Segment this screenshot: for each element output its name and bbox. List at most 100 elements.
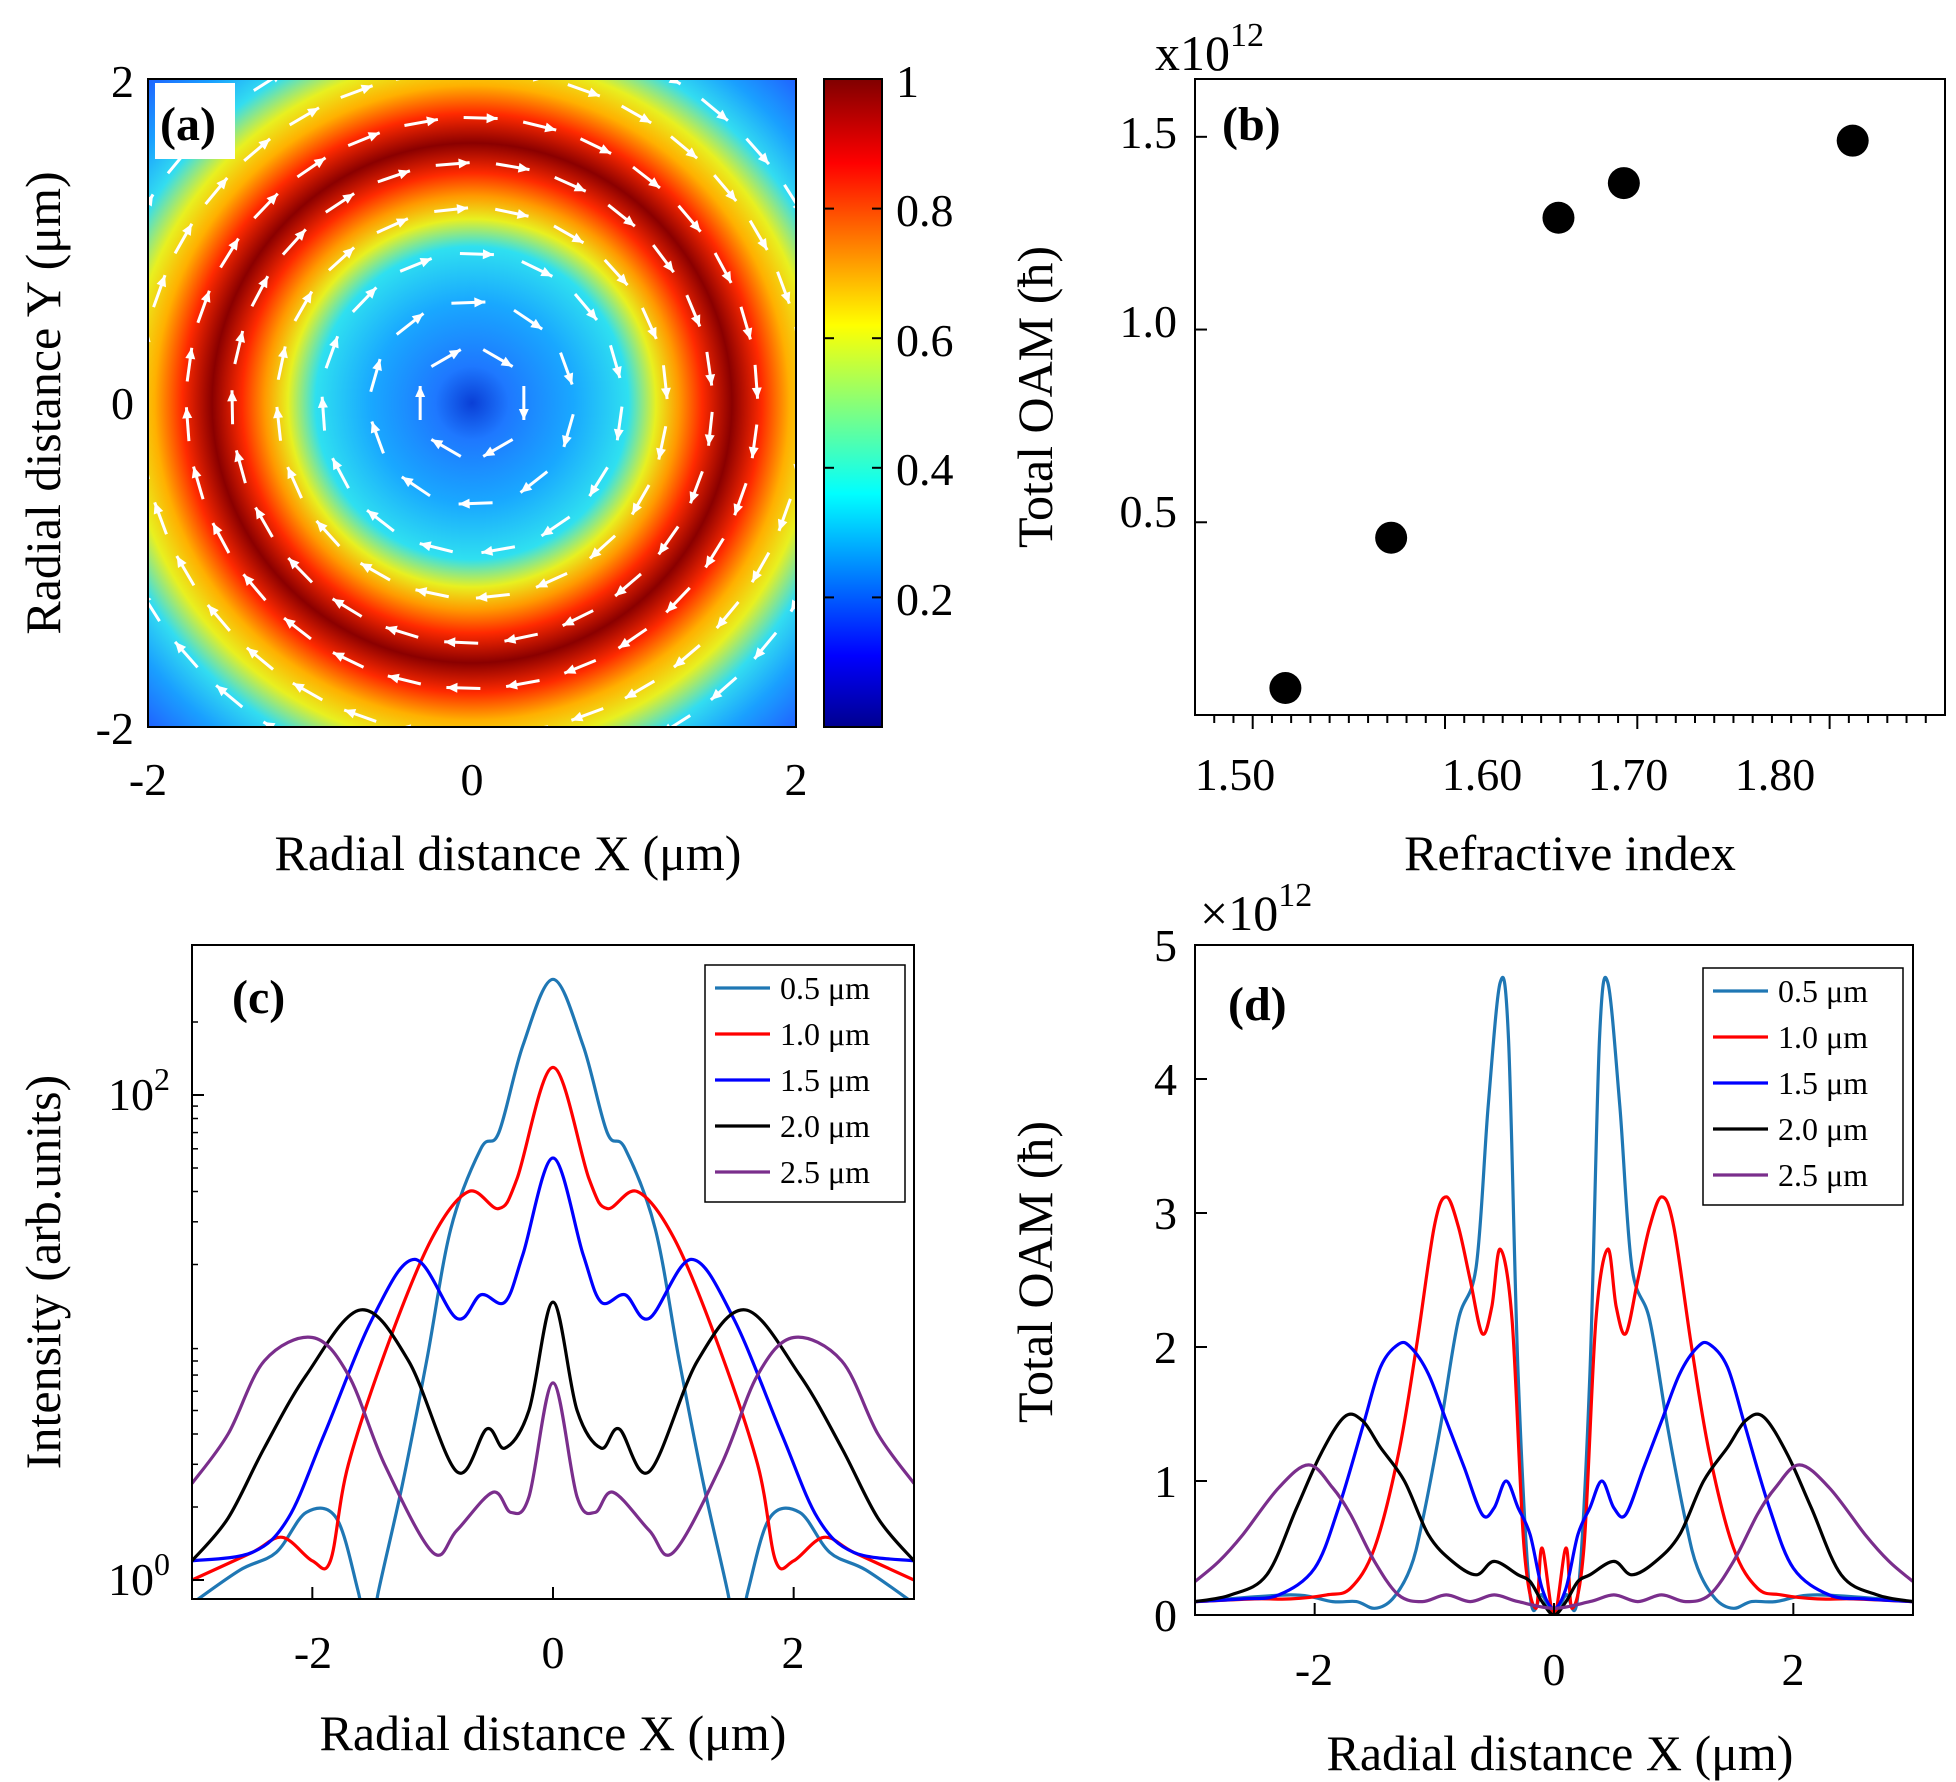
c-legend-entry: 1.0 μm — [780, 1016, 870, 1052]
b-data-point — [1836, 124, 1869, 157]
flow-arrow-head — [294, 229, 306, 241]
flow-arrow-shaft — [538, 79, 545, 80]
flow-arrow-head — [689, 220, 701, 232]
flow-arrow-head — [228, 238, 239, 251]
flow-arrow-head — [216, 177, 228, 190]
flow-arrow-shaft — [148, 600, 161, 623]
flow-arrow-head — [116, 538, 125, 550]
flow-arrow-shaft — [399, 726, 406, 727]
a-xtick: 0 — [461, 754, 484, 805]
b-xtick: 1.70 — [1588, 749, 1669, 800]
d-exponent: ×1012 — [1200, 877, 1312, 941]
flow-arrow-head — [520, 481, 533, 493]
flow-arrow-head — [185, 347, 196, 360]
flow-arrow-head — [365, 287, 377, 299]
flow-arrow-head — [302, 291, 312, 304]
flow-arrow-head — [148, 194, 154, 207]
d-legend-lines — [1713, 989, 1768, 1177]
flow-arrow-head — [456, 204, 469, 215]
flow-arrow-head — [656, 447, 666, 460]
b-xtick: 1.60 — [1442, 749, 1523, 800]
flow-arrow-head — [235, 330, 246, 343]
flow-arrow-head — [571, 711, 584, 722]
flow-arrow-head — [306, 107, 320, 118]
flow-arrow-head — [599, 144, 612, 154]
a-ylabel: Radial distance Y (μm) — [15, 171, 71, 634]
flow-arrow-head — [182, 223, 192, 236]
flow-arrow-head — [474, 297, 486, 308]
flow-arrow-head — [367, 132, 380, 142]
flow-arrow-head — [518, 409, 529, 420]
c-ytick: 102 — [108, 1061, 170, 1120]
flow-arrow-head — [367, 510, 379, 521]
d-series-line — [1195, 1340, 1913, 1610]
a-xtick: -2 — [129, 754, 167, 805]
c-legend-entry: 2.0 μm — [780, 1108, 870, 1144]
flow-arrow-head — [639, 113, 652, 123]
flow-arrow-head — [780, 291, 791, 304]
flow-arrow-head — [182, 407, 193, 419]
flow-arrow-head — [544, 122, 557, 133]
c-legend-entry: 1.5 μm — [780, 1062, 870, 1098]
flow-arrow-head — [448, 349, 461, 360]
flow-arrow-head — [616, 273, 628, 286]
flow-arrow-head — [316, 750, 328, 759]
panel-b-label: (b) — [1222, 98, 1281, 151]
flow-arrow-head — [370, 421, 381, 434]
flow-arrow-head — [426, 116, 438, 127]
flow-arrow-head — [504, 634, 517, 644]
flow-arrow-head — [263, 721, 276, 727]
panel-d: (d) ×1012 -2 0 2 0 1 2 3 4 5 Radial dist… — [1007, 877, 1914, 1781]
c-xtick: -2 — [294, 1627, 332, 1678]
d-series-line — [1195, 1412, 1913, 1615]
flow-arrow-head — [632, 502, 642, 515]
d-xtick: -2 — [1295, 1644, 1333, 1695]
flow-arrow-head — [288, 558, 300, 570]
c-ylabel: Intensity (arb.units) — [15, 1075, 71, 1469]
flow-arrow-shaft — [491, 780, 525, 783]
flow-arrow-head — [258, 276, 268, 289]
flow-arrow-head — [666, 600, 678, 613]
flow-arrow-head — [623, 215, 635, 227]
d-legend-entry: 2.5 μm — [1778, 1157, 1868, 1193]
flow-arrow-head — [175, 641, 187, 654]
flow-arrow-head — [234, 450, 245, 463]
flow-arrow-head — [562, 616, 575, 626]
flow-arrow-head — [360, 84, 373, 95]
b-data-point — [1607, 167, 1640, 200]
flow-arrow-head — [573, 182, 586, 192]
flow-arrow-head — [255, 507, 266, 520]
flow-arrow-shaft — [116, 538, 129, 569]
flow-arrow-head — [668, 79, 681, 85]
c-series-line — [192, 1065, 914, 1582]
flow-arrow-head — [777, 518, 788, 531]
c-legend-entry: 2.5 μm — [780, 1154, 870, 1190]
flow-arrow-head — [401, 476, 414, 488]
flow-arrow-head — [156, 275, 167, 288]
flow-arrow-head — [317, 396, 328, 409]
d-ytick: 3 — [1154, 1188, 1177, 1239]
flow-arrow-head — [618, 637, 631, 649]
d-legend-entry: 1.5 μm — [1778, 1065, 1868, 1101]
flow-arrow-head — [660, 387, 671, 400]
flow-arrow-head — [287, 467, 297, 480]
flow-arrow-head — [273, 406, 284, 419]
flow-arrow-shaft — [361, 30, 394, 38]
c-legend-lines — [715, 986, 770, 1174]
flow-arrow-head — [475, 591, 488, 602]
flow-arrow-shaft — [97, 303, 104, 336]
flow-arrow-head — [243, 574, 255, 586]
flow-arrow-shaft — [305, 47, 336, 60]
flow-arrow-head — [481, 545, 494, 556]
flow-arrow-head — [733, 503, 744, 516]
flow-arrow-head — [486, 113, 498, 124]
colorbar-tick: 0.2 — [896, 574, 954, 625]
flow-arrow-head — [176, 555, 187, 569]
flow-arrow-head — [332, 652, 345, 662]
flow-arrow-head — [212, 523, 223, 536]
flow-arrow-head — [135, 388, 145, 399]
flow-arrow-head — [754, 647, 766, 659]
flow-arrow-head — [431, 439, 444, 450]
a-xtick: 2 — [785, 754, 808, 805]
